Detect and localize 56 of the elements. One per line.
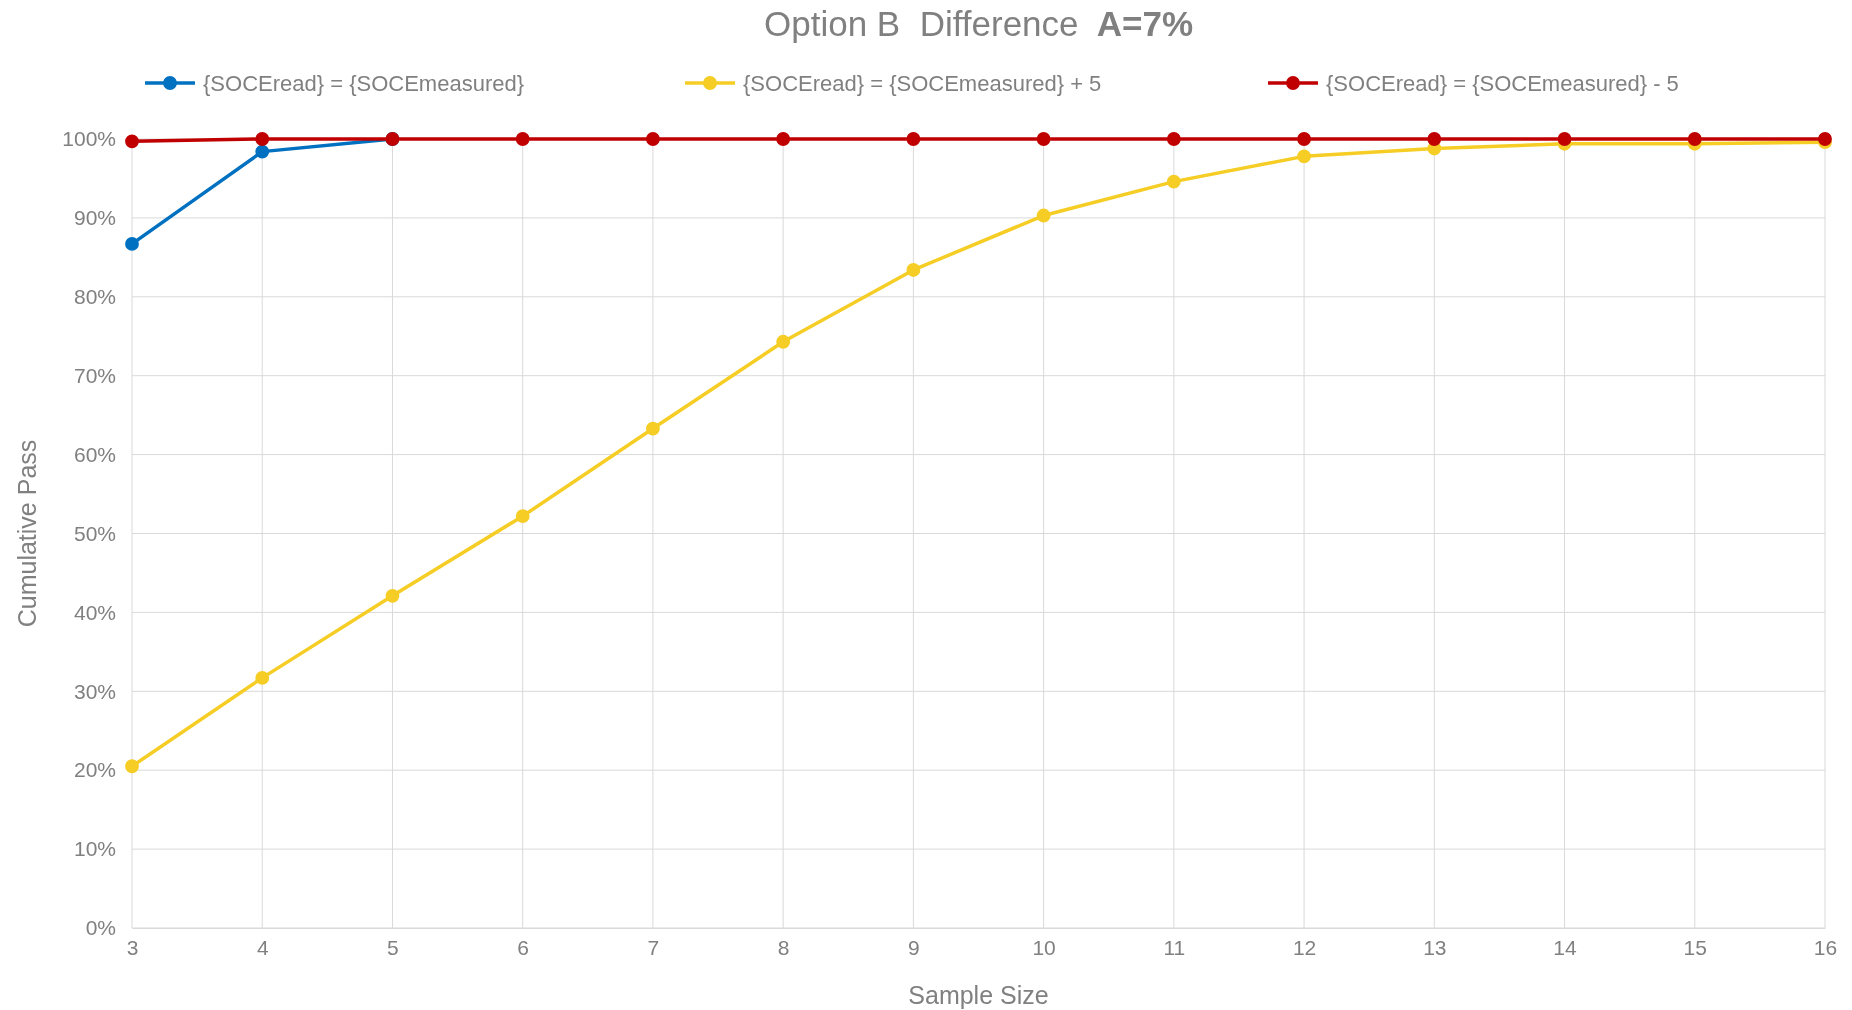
y-tick-label: 60%: [73, 442, 116, 466]
x-axis-title: Sample Size: [908, 981, 1049, 1009]
point: [1427, 132, 1442, 146]
y-tick-label: 30%: [73, 679, 116, 703]
point: [255, 132, 270, 146]
x-tick-label: 5: [387, 935, 399, 959]
point: [1297, 132, 1311, 146]
legend-label: {SOCEread} = {SOCEmeasured} + 5: [743, 71, 1102, 96]
x-tick-label: 6: [517, 935, 530, 959]
x-tick-label: 14: [1553, 935, 1578, 959]
y-axis-title: Cumulative Pass: [13, 439, 41, 628]
point: [1818, 132, 1832, 146]
point: [1036, 132, 1051, 146]
y-tick-label: 50%: [73, 521, 116, 545]
point: [255, 144, 270, 159]
x-tick-label: 8: [777, 935, 790, 959]
point: [906, 132, 921, 146]
x-tick-label: 4: [256, 935, 269, 959]
point: [776, 132, 791, 146]
y-tick-label: 20%: [73, 758, 116, 782]
x-tick-label: 10: [1032, 935, 1056, 959]
point: [1687, 132, 1702, 146]
point: [255, 670, 270, 685]
point: [385, 588, 400, 603]
x-tick-label: 7: [647, 935, 660, 959]
point: [646, 421, 660, 436]
point: [515, 132, 530, 146]
x-tick-label: 16: [1813, 935, 1838, 959]
y-tick-label: 10%: [73, 837, 116, 861]
point: [776, 334, 791, 349]
x-tick-label: 11: [1163, 935, 1186, 959]
y-tick-label: 0%: [85, 916, 116, 940]
y-tick-label: 80%: [73, 285, 116, 309]
point: [646, 132, 660, 146]
x-tick-label: 13: [1423, 935, 1447, 959]
point: [1036, 208, 1051, 223]
point: [515, 509, 530, 524]
x-tick-label: 15: [1683, 935, 1707, 959]
y-tick-label: 100%: [62, 127, 116, 151]
point: [906, 263, 921, 277]
y-tick-label: 70%: [73, 363, 116, 387]
point: [125, 237, 139, 251]
point: [125, 134, 139, 149]
point: [1297, 149, 1311, 164]
y-tick-label: 40%: [73, 600, 116, 624]
legend-label: {SOCEread} = {SOCEmeasured}: [203, 71, 525, 96]
x-tick-label: 12: [1292, 935, 1317, 959]
point: [125, 759, 139, 774]
x-tick-label: 9: [908, 935, 920, 959]
x-tick-label: 3: [126, 935, 139, 959]
legend-label: {SOCEread} = {SOCEmeasured} - 5: [1326, 71, 1679, 96]
point: [1166, 132, 1181, 146]
point: [1166, 174, 1181, 189]
chart-title: Option B Difference A=7%: [764, 4, 1193, 43]
y-tick-label: 90%: [73, 206, 116, 230]
point: [1557, 132, 1572, 146]
